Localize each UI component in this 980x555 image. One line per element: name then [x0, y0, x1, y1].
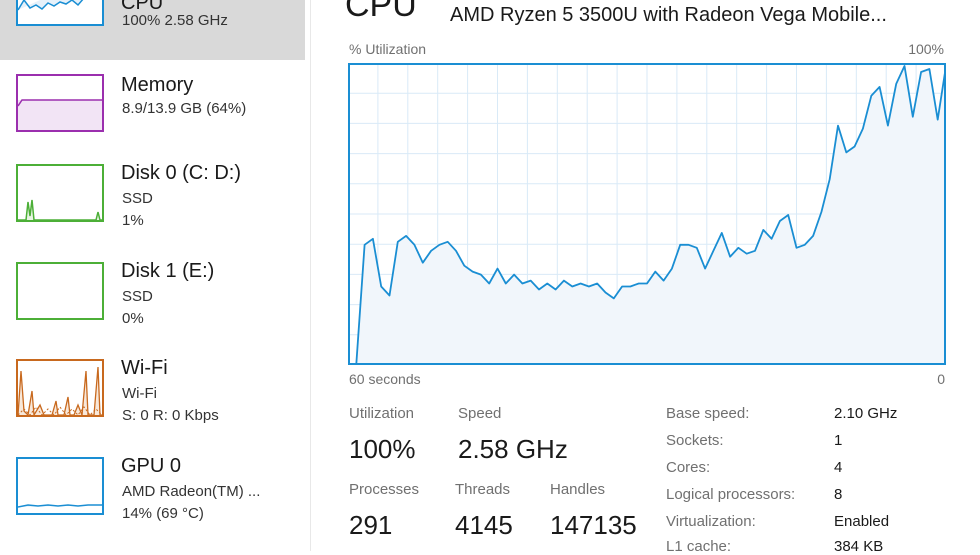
sidebar-item-type: SSD [122, 288, 153, 305]
graph-y-axis-label: % Utilization [349, 41, 427, 57]
graph-max-label: 100% [908, 41, 944, 57]
spec-logical-processors-value: 8 [834, 486, 843, 503]
sidebar-item-title: Disk 1 (E:) [121, 260, 215, 282]
spec-virtualization-label: Virtualization: [666, 513, 756, 530]
handles-value: 147135 [550, 510, 637, 540]
sidebar-item-detail: 1% [122, 212, 144, 229]
spec-sockets-label: Sockets: [666, 432, 724, 449]
spec-l1-cache-label: L1 cache: [666, 538, 732, 555]
sidebar-item-cpu[interactable]: CPU 100% 2.58 GHz [0, 0, 305, 60]
sidebar-item-title: Wi-Fi [121, 357, 168, 379]
sidebar-item-title: Disk 0 (C: D:) [121, 162, 241, 184]
wifi-thumbnail [16, 359, 104, 417]
graph-time-label: 60 seconds [349, 371, 421, 387]
sidebar-item-title: CPU [121, 0, 164, 14]
sidebar-item-title: Memory [121, 74, 194, 96]
spec-logical-processors-label: Logical processors: [666, 486, 796, 503]
performance-detail-pane: CPU AMD Ryzen 5 3500U with Radeon Vega M… [311, 0, 980, 555]
sidebar-item-gpu-0[interactable]: GPU 0 AMD Radeon(TM) ... 14% (69 °C) [0, 455, 305, 547]
utilization-label: Utilization [349, 405, 415, 422]
cpu-thumbnail [16, 0, 104, 26]
spec-l1-cache-value: 384 KB [834, 538, 884, 555]
sidebar-item-wifi[interactable]: Wi-Fi Wi-Fi S: 0 R: 0 Kbps [0, 357, 305, 449]
disk-0-thumbnail [16, 164, 104, 222]
processes-value: 291 [349, 510, 393, 540]
sidebar: CPU 100% 2.58 GHz Memory 8.9/13.9 GB (64… [0, 0, 311, 551]
sidebar-item-detail: 8.9/13.9 GB (64%) [122, 100, 247, 117]
speed-value: 2.58 GHz [458, 434, 568, 464]
graph-zero-label: 0 [937, 371, 945, 387]
sidebar-item-title: GPU 0 [121, 455, 182, 477]
page-title: CPU [345, 0, 417, 24]
spec-cores-value: 4 [834, 459, 843, 476]
disk-1-thumbnail [16, 262, 104, 320]
spec-base-speed-value: 2.10 GHz [834, 405, 898, 422]
speed-label: Speed [458, 405, 502, 422]
sidebar-item-disk-0[interactable]: Disk 0 (C: D:) SSD 1% [0, 162, 305, 254]
spec-virtualization-value: Enabled [834, 513, 890, 530]
utilization-value: 100% [349, 434, 416, 464]
wifi-receive-rate: R: 0 Kbps [152, 407, 219, 424]
graph-border [348, 63, 946, 365]
sidebar-item-detail: 0% [122, 310, 144, 327]
sidebar-item-type: Wi-Fi [122, 385, 157, 402]
sidebar-item-detail: S: 0 R: 0 Kbps [122, 407, 219, 424]
cpu-utilization-area [348, 66, 946, 365]
sidebar-item-disk-1[interactable]: Disk 1 (E:) SSD 0% [0, 260, 305, 352]
sidebar-item-detail: 100% 2.58 GHz [122, 12, 228, 29]
sidebar-item-type: AMD Radeon(TM) ... [122, 483, 261, 500]
spec-base-speed-label: Base speed: [666, 405, 750, 422]
cpu-model-name: AMD Ryzen 5 3500U with Radeon Vega Mobil… [450, 4, 887, 26]
spec-cores-label: Cores: [666, 459, 711, 476]
threads-value: 4145 [455, 510, 513, 540]
spec-sockets-value: 1 [834, 432, 843, 449]
cpu-utilization-line [348, 65, 946, 365]
cpu-utilization-graph [348, 63, 946, 365]
wifi-send-rate: S: 0 [122, 407, 149, 424]
threads-label: Threads [455, 481, 511, 498]
sidebar-item-detail: 14% (69 °C) [122, 505, 204, 522]
sidebar-item-type: SSD [122, 190, 153, 207]
gpu-0-thumbnail [16, 457, 104, 515]
sidebar-item-memory[interactable]: Memory 8.9/13.9 GB (64%) [0, 64, 305, 156]
handles-label: Handles [550, 481, 606, 498]
memory-thumbnail [16, 74, 104, 132]
processes-label: Processes [349, 481, 420, 498]
